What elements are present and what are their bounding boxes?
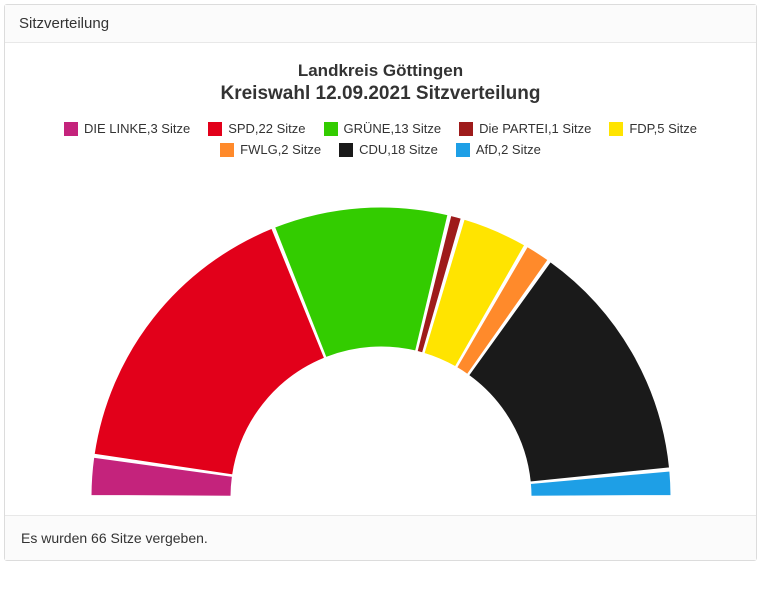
header-title: Sitzverteilung [19,15,109,32]
legend-swatch [324,122,338,136]
legend-item: CDU,18 Sitze [339,142,438,157]
chart-title-line2: Kreiswahl 12.09.2021 Sitzverteilung [19,83,742,105]
legend-swatch [456,143,470,157]
card: Sitzverteilung Landkreis Göttingen Kreis… [4,4,757,561]
legend-item: FDP,5 Sitze [609,121,697,136]
legend-label: Die PARTEI,1 Sitze [479,121,591,136]
legend-swatch [64,122,78,136]
legend-swatch [609,122,623,136]
legend-swatch [208,122,222,136]
legend-label: FDP,5 Sitze [629,121,697,136]
chart-body: Landkreis Göttingen Kreiswahl 12.09.2021… [5,43,756,515]
legend-item: FWLG,2 Sitze [220,142,321,157]
legend-item: Die PARTEI,1 Sitze [459,121,591,136]
legend-item: GRÜNE,13 Sitze [324,121,442,136]
legend-label: FWLG,2 Sitze [240,142,321,157]
legend-swatch [459,122,473,136]
chart-title-line1: Landkreis Göttingen [19,61,742,81]
legend-swatch [220,143,234,157]
card-footer: Es wurden 66 Sitze vergeben. [5,515,756,560]
card-header: Sitzverteilung [5,5,756,43]
legend-label: AfD,2 Sitze [476,142,541,157]
legend-item: SPD,22 Sitze [208,121,305,136]
footer-text: Es wurden 66 Sitze vergeben. [21,530,208,546]
half-donut-chart [21,167,741,507]
legend-label: GRÜNE,13 Sitze [344,121,442,136]
legend-swatch [339,143,353,157]
legend-item: DIE LINKE,3 Sitze [64,121,190,136]
legend-label: CDU,18 Sitze [359,142,438,157]
chart-titles: Landkreis Göttingen Kreiswahl 12.09.2021… [19,61,742,105]
legend-label: DIE LINKE,3 Sitze [84,121,190,136]
legend-label: SPD,22 Sitze [228,121,305,136]
chart-legend: DIE LINKE,3 Sitze SPD,22 Sitze GRÜNE,13 Si… [19,121,742,157]
legend-item: AfD,2 Sitze [456,142,541,157]
